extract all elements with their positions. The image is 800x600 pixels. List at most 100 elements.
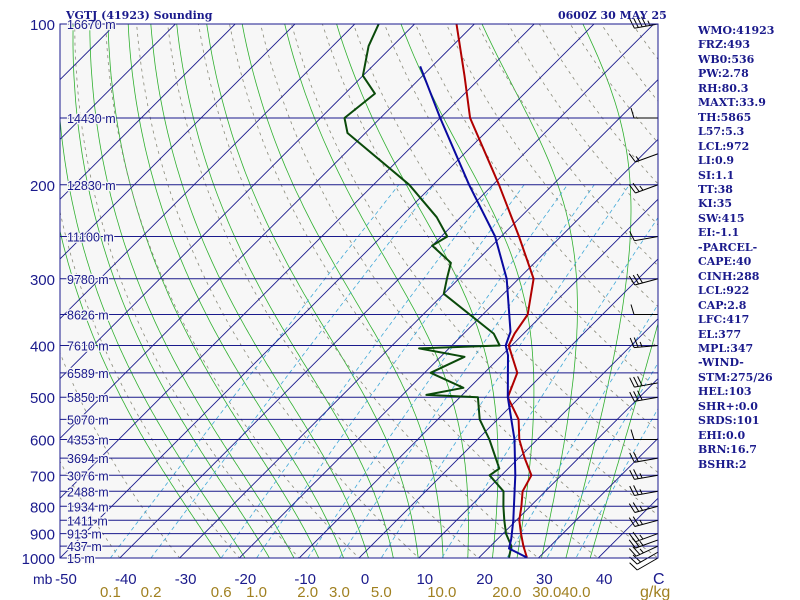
index-item: SHR+:0.0: [698, 399, 758, 413]
moist-adiabat: [127, 24, 345, 558]
mixing-ratio-label: 3.0: [329, 584, 350, 600]
index-item: RH:80.3: [698, 81, 749, 95]
dry-adiabat: [136, 24, 420, 558]
mixing-ratio-line: [380, 184, 630, 558]
isotherm: [60, 24, 476, 440]
isotherm: [60, 24, 356, 320]
isotherm: [238, 138, 658, 558]
height-label: 8626 m: [67, 309, 109, 323]
height-label: 6589 m: [67, 367, 109, 381]
height-label: 1934 m: [67, 500, 109, 514]
index-item: -PARCEL-: [698, 240, 758, 254]
pressure-tick-labels: 100 200 300 400 500 600 700 800 900 1000: [22, 17, 55, 568]
moist-adiabats: [60, 24, 658, 558]
isotherm: [119, 24, 655, 558]
wind-barb: [630, 304, 659, 316]
isotherm: [477, 377, 658, 558]
index-item: TT:38: [698, 182, 733, 196]
dry-adiabats: [60, 24, 658, 558]
moist-adiabat: [481, 24, 578, 558]
temperature-tick-label: -20: [235, 571, 257, 588]
index-item: WB0:536: [698, 52, 755, 66]
height-label: 16670 m: [67, 18, 116, 32]
temperature-tick-label: 30: [536, 571, 553, 588]
mixing-ratio-line: [441, 216, 658, 558]
index-item: HEL:103: [698, 385, 752, 399]
index-item: MAXT:33.9: [698, 96, 766, 110]
mixing-ratio-label: 30.0: [532, 584, 561, 600]
index-item: SI:1.1: [698, 168, 735, 182]
dry-adiabat: [260, 24, 658, 558]
height-label: 9780 m: [67, 273, 109, 287]
moist-adiabat: [60, 115, 246, 558]
pressure-tick-label: 700: [30, 468, 55, 485]
index-item: LCL:922: [698, 284, 750, 298]
index-item: CAPE:40: [698, 255, 752, 269]
temperature-tick-label: 40: [596, 571, 613, 588]
plot-frame: [59, 23, 659, 559]
pressure-tick-label: 900: [30, 527, 55, 544]
wind-barbs: [628, 16, 659, 571]
height-label: 437 m: [67, 540, 102, 554]
index-item: MPL:347: [698, 341, 754, 355]
mixing-ratio-label: 10.0: [427, 584, 456, 600]
mixing-ratio-line: [575, 407, 658, 558]
mixing-ratio-lines: [109, 184, 658, 558]
moist-adiabat: [284, 24, 469, 558]
mixing-ratio-label: 5.0: [371, 584, 392, 600]
pressure-tick-label: 200: [30, 178, 55, 195]
index-item: KI:35: [698, 197, 733, 211]
isobars: [60, 23, 658, 559]
isotherm: [298, 198, 658, 558]
mixing-ratio-line: [506, 303, 658, 558]
index-item: FRZ:493: [698, 38, 751, 52]
pressure-tick-label: 500: [30, 390, 55, 407]
index-item: PW:2.78: [698, 67, 749, 81]
index-item: SW:415: [698, 211, 745, 225]
height-label: 7610 m: [67, 340, 109, 354]
mixing-ratio-line: [546, 362, 658, 558]
isotherms: [60, 24, 658, 558]
pressure-tick-label: 600: [30, 433, 55, 450]
height-label: 14430 m: [67, 112, 116, 126]
isotherm: [60, 24, 296, 260]
plot-background: [60, 24, 658, 558]
height-label: 3076 m: [67, 469, 109, 483]
temperature-unit-label: C: [653, 571, 665, 588]
temperature-tick-label: 20: [476, 571, 493, 588]
index-item: CINH:288: [698, 269, 760, 283]
wind-barb: [629, 16, 659, 29]
mixing-ratio-unit-label: g/kg: [640, 584, 670, 600]
dewpoint-profile: [343, 24, 513, 558]
index-item: WMO:41923: [698, 24, 775, 37]
temperature-tick-label: -10: [294, 571, 316, 588]
moist-adiabat: [206, 24, 419, 558]
temperature-tick-label: -40: [115, 571, 137, 588]
wind-barb: [628, 538, 659, 549]
wind-barb: [628, 545, 659, 557]
moist-adiabat: [176, 24, 394, 558]
height-label: 12830 m: [67, 179, 116, 193]
isotherm: [60, 24, 416, 380]
mixing-ratio-line: [150, 184, 435, 558]
pressure-tick-label: 800: [30, 499, 55, 516]
mixing-ratio-labels: 0.1 0.2 0.6 1.0 2.0 3.0 5.0 10.0 20.0 30.0 40.0: [100, 584, 591, 600]
temperature-tick-label: 10: [416, 571, 433, 588]
temperature-tick-label: -30: [175, 571, 197, 588]
wind-barb: [628, 502, 659, 513]
wind-barb: [629, 376, 659, 388]
index-item: LI:0.9: [698, 154, 735, 168]
parcel-profile: [419, 65, 528, 558]
index-item: LCL:972: [698, 139, 750, 153]
pressure-tick-label: 1000: [22, 551, 55, 568]
mixing-ratio-line: [220, 184, 495, 558]
index-item: L57:5.3: [698, 125, 745, 139]
index-item: TH:5865: [698, 110, 752, 124]
wind-barb: [630, 429, 659, 441]
isotherm: [60, 24, 236, 200]
index-item: STM:275/26: [698, 370, 773, 384]
wind-barb: [629, 469, 659, 480]
dry-adiabat: [60, 351, 181, 558]
isotherm: [60, 24, 535, 499]
